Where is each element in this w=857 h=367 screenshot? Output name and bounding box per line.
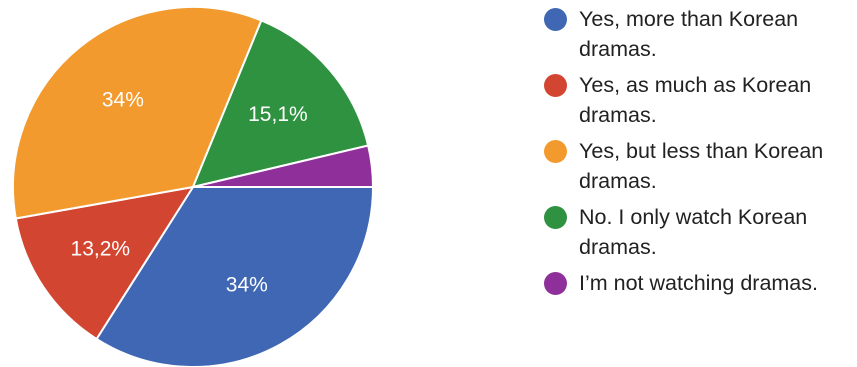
legend-label-more: Yes, more than Korean dramas.: [579, 7, 799, 61]
pie-slice-as-much[interactable]: [14, 185, 196, 341]
legend-swatch-not-watching: [544, 272, 567, 295]
legend-label-as-much: Yes, as much as Korean dramas.: [579, 73, 812, 127]
legend-item-only-korean[interactable]: No. I only watch Korean dramas.: [544, 202, 854, 262]
pie-chart: 34% 13,2% 34% 15,1%: [12, 6, 375, 367]
legend-item-more[interactable]: Yes, more than Korean dramas.: [544, 4, 854, 64]
slice-label-as-much: 13,2%: [71, 238, 131, 261]
legend-swatch-as-much: [544, 74, 567, 97]
legend-label-not-watching: I’m not watching dramas.: [579, 271, 818, 295]
legend-item-as-much[interactable]: Yes, as much as Korean dramas.: [544, 70, 854, 130]
legend-swatch-only-korean: [544, 206, 567, 229]
legend-swatch-less: [544, 140, 567, 163]
legend-label-only-korean: No. I only watch Korean dramas.: [579, 205, 808, 259]
pie-slice-more[interactable]: [95, 186, 375, 367]
pie-slice-not-watching[interactable]: [192, 144, 375, 188]
slice-label-only-korean: 15,1%: [248, 103, 308, 126]
legend-item-less[interactable]: Yes, but less than Korean dramas.: [544, 136, 854, 196]
legend-label-less: Yes, but less than Korean dramas.: [579, 139, 824, 193]
slice-label-more: 34%: [226, 273, 268, 296]
pie-slice-less[interactable]: [12, 6, 263, 220]
legend-swatch-more: [544, 8, 567, 31]
legend-item-not-watching[interactable]: I’m not watching dramas.: [544, 268, 854, 298]
pie-slice-only-korean[interactable]: [191, 19, 370, 189]
legend: Yes, more than Korean dramas. Yes, as mu…: [544, 4, 854, 304]
slice-label-less: 34%: [102, 89, 144, 112]
